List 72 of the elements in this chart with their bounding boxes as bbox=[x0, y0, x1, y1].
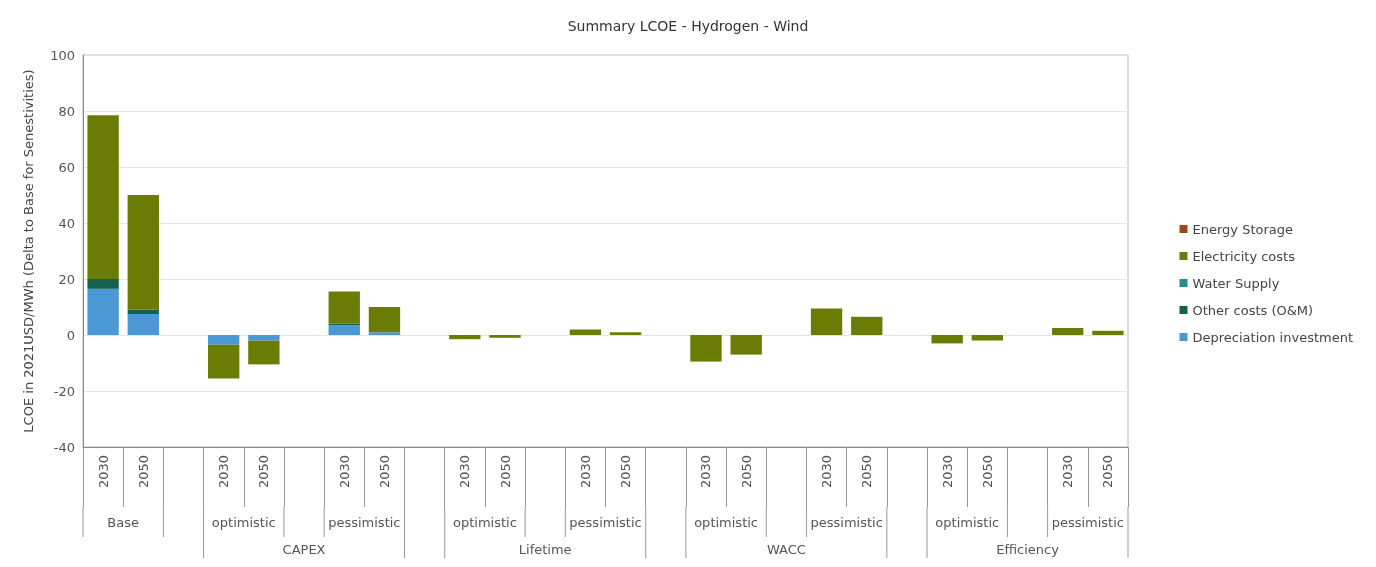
bar bbox=[87, 115, 119, 279]
y-tick-label: 60 bbox=[58, 159, 75, 175]
bar bbox=[127, 314, 159, 335]
y-tick-label: -20 bbox=[53, 383, 75, 399]
x-tick-label: 2050 bbox=[135, 455, 151, 489]
bar bbox=[449, 335, 481, 340]
bar bbox=[1092, 330, 1124, 335]
legend-label: Other costs (O&M) bbox=[1192, 302, 1314, 318]
x-tick-label: 2030 bbox=[1060, 455, 1076, 489]
bar bbox=[248, 340, 280, 365]
bar bbox=[489, 335, 521, 338]
x-tick-label: 2050 bbox=[979, 455, 995, 489]
legend-label: Water Supply bbox=[1192, 275, 1280, 291]
y-tick-label: 20 bbox=[58, 271, 75, 287]
bar bbox=[931, 335, 963, 344]
x-tick-label: 2050 bbox=[376, 455, 392, 489]
legend-label: Energy Storage bbox=[1192, 221, 1294, 237]
text: Base bbox=[107, 514, 140, 530]
text: Efficiency bbox=[996, 541, 1060, 557]
bar bbox=[851, 316, 883, 335]
y-tick-label: 0 bbox=[66, 327, 75, 343]
bar bbox=[87, 279, 119, 289]
text: pessimistic bbox=[328, 514, 401, 530]
text: pessimistic bbox=[569, 514, 642, 530]
legend-label: Depreciation investment bbox=[1192, 329, 1354, 345]
x-tick-label: 2050 bbox=[738, 455, 754, 489]
bar bbox=[730, 335, 762, 355]
bar bbox=[368, 307, 401, 333]
text: WACC bbox=[766, 541, 806, 557]
bar bbox=[569, 329, 602, 335]
x-tick-label: 2030 bbox=[819, 455, 835, 489]
bar bbox=[1052, 328, 1084, 335]
x-tick-label: 2050 bbox=[618, 455, 634, 489]
x-tick-label: 2030 bbox=[939, 455, 955, 489]
chart-title: Summary LCOE - Hydrogen - Wind bbox=[567, 18, 809, 34]
bar bbox=[810, 308, 843, 335]
bar bbox=[690, 335, 722, 362]
text: pessimistic bbox=[1051, 514, 1124, 530]
bar bbox=[127, 309, 159, 314]
text: CAPEX bbox=[282, 541, 326, 557]
x-tick-label: 2050 bbox=[1100, 455, 1116, 489]
bar bbox=[609, 332, 642, 335]
x-tick-label: 2030 bbox=[336, 455, 352, 489]
bar bbox=[208, 335, 240, 345]
x-tick-label: 2050 bbox=[859, 455, 875, 489]
x-tick-label: 2030 bbox=[95, 455, 111, 489]
x-tick-label: 2030 bbox=[698, 455, 714, 489]
bar bbox=[368, 332, 401, 335]
bar bbox=[248, 335, 280, 341]
bar bbox=[127, 195, 159, 310]
text: optimistic bbox=[453, 514, 517, 530]
y-tick-label: 40 bbox=[58, 215, 75, 231]
text: optimistic bbox=[694, 514, 758, 530]
x-tick-label: 2030 bbox=[457, 455, 473, 489]
bar bbox=[87, 288, 119, 335]
text: optimistic bbox=[935, 514, 1000, 530]
y-tick-label: -40 bbox=[53, 439, 75, 455]
x-tick-label: 2030 bbox=[216, 455, 232, 489]
text: pessimistic bbox=[810, 514, 883, 530]
bar bbox=[208, 344, 240, 379]
y-tick-label: 80 bbox=[58, 103, 75, 119]
text: Lifetime bbox=[518, 541, 572, 557]
bar bbox=[971, 335, 1003, 341]
bar bbox=[328, 325, 360, 335]
text: optimistic bbox=[211, 514, 276, 530]
x-tick-label: 2050 bbox=[497, 455, 513, 489]
x-tick-label: 2030 bbox=[577, 455, 593, 489]
x-tick-label: 2050 bbox=[256, 455, 272, 489]
legend-label: Electricity costs bbox=[1192, 248, 1296, 264]
y-axis-title: LCOE in 2021USD/MWh (Delta to Base for Senestivities) bbox=[21, 69, 36, 433]
y-tick-label: 100 bbox=[50, 47, 75, 63]
bar bbox=[328, 291, 360, 324]
